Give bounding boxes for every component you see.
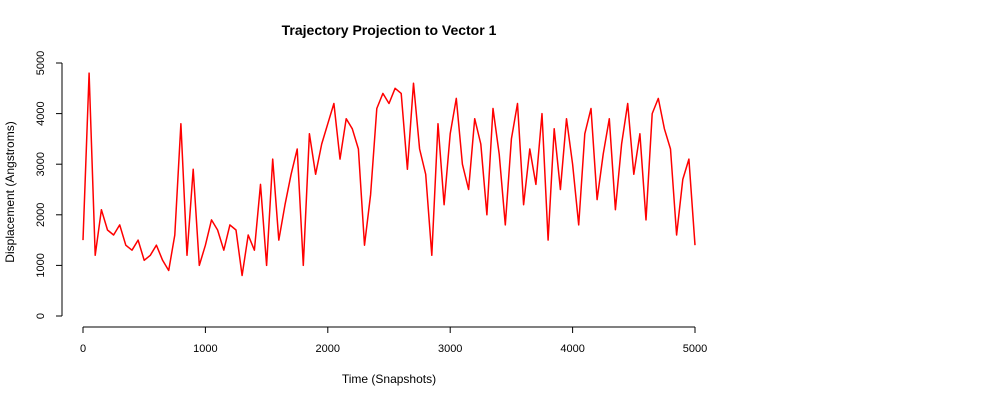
y-tick-label: 3000 xyxy=(35,152,47,176)
x-tick-label: 5000 xyxy=(683,343,707,355)
x-ticks: 0 1000 2000 3000 4000 5000 xyxy=(80,327,707,355)
x-axis-label: Time (Snapshots) xyxy=(342,372,436,386)
x-tick-label: 2000 xyxy=(316,343,340,355)
y-tick-label: 1000 xyxy=(35,253,47,277)
x-tick-label: 4000 xyxy=(560,343,584,355)
chart-title: Trajectory Projection to Vector 1 xyxy=(282,22,497,38)
y-tick-label: 4000 xyxy=(35,101,47,125)
series-line-0 xyxy=(82,72,696,277)
y-axis-label: Displacement (Angstroms) xyxy=(3,121,17,262)
y-tick-label: 5000 xyxy=(35,51,47,75)
y-tick-label: 2000 xyxy=(35,203,47,227)
y-ticks: 0 1000 2000 3000 4000 5000 xyxy=(35,51,62,319)
y-tick-label: 0 xyxy=(35,313,47,319)
x-tick-label: 3000 xyxy=(438,343,462,355)
series-group xyxy=(82,72,696,277)
x-tick-label: 0 xyxy=(80,343,86,355)
x-tick-label: 1000 xyxy=(193,343,217,355)
